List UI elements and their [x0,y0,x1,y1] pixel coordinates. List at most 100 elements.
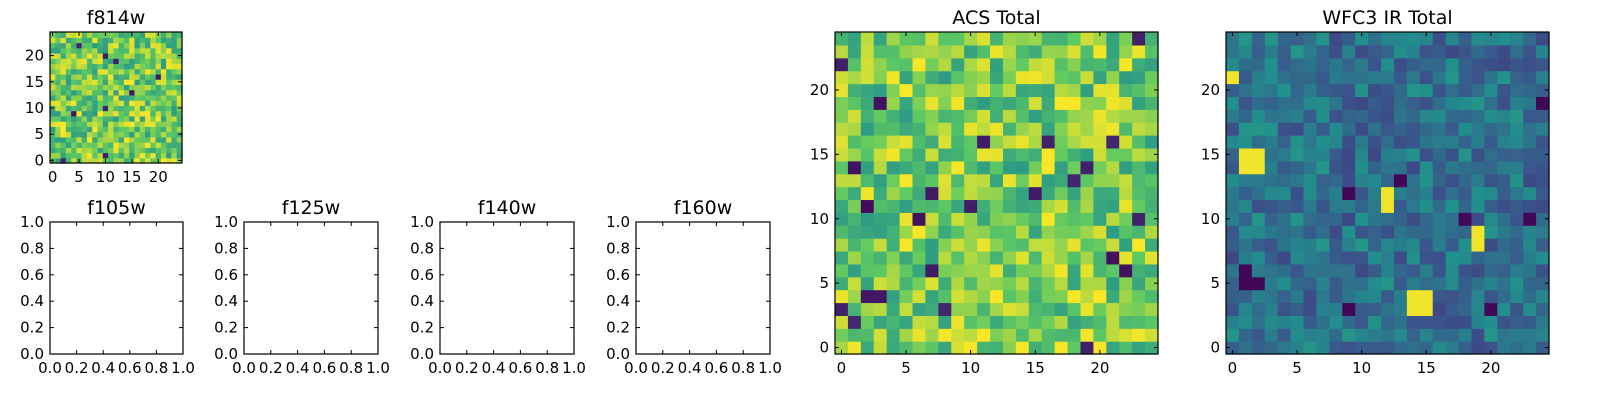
heatmap-cell [1054,276,1069,291]
heatmap-cell [1329,199,1343,213]
heatmap-cell [171,157,178,164]
heatmap-cell [1080,341,1094,355]
heatmap-cell [81,105,88,112]
heatmap-cell [1067,109,1082,123]
heatmap-cell [118,47,125,54]
heatmap-cell [1329,315,1343,329]
heatmap-cell [145,32,151,38]
heatmap-cell [1080,302,1094,316]
heatmap-cell [938,109,952,123]
heatmap-cell [1355,135,1369,149]
heatmap-cell [925,173,939,188]
heatmap-cell [123,79,130,85]
heatmap-cell [1484,302,1498,316]
heatmap-cell [86,100,93,106]
heatmap-cell [1303,250,1318,265]
heatmap-cell [847,225,862,239]
heatmap-cell [129,52,136,59]
heatmap-cell [1015,199,1030,213]
heatmap-cell [1119,70,1133,85]
x-tick-label: 0.0 [624,359,648,377]
heatmap-cell [171,89,178,96]
heatmap-cell [1277,147,1292,162]
heatmap-cell [1316,160,1330,175]
heatmap-cell [1484,57,1498,72]
heatmap-cell [176,63,183,70]
heatmap-cell [1290,225,1305,239]
heatmap-cell [1458,328,1473,342]
heatmap-cell [65,63,72,70]
heatmap-cell [1093,276,1107,291]
heatmap-cell [171,73,178,80]
heatmap-cell [1238,263,1253,278]
heatmap-cell [155,37,162,44]
heatmap-cell [50,94,56,101]
heatmap-cell [1303,212,1318,226]
heatmap-cell [60,37,67,44]
heatmap-cell [155,105,162,112]
heatmap-cell [938,276,952,291]
heatmap-cell [65,89,72,96]
heatmap-cell [1510,44,1524,59]
heatmap-cell [1264,44,1279,59]
heatmap-cell [1028,225,1043,239]
heatmap-cell [860,173,875,188]
heatmap-cell [964,57,978,72]
heatmap-cell [139,79,146,85]
heatmap-cell [925,57,939,72]
heatmap-cell [134,32,141,38]
heatmap-cell [1067,186,1082,201]
y-tick-label: 0.6 [214,266,238,284]
heatmap-cell [1406,122,1421,136]
x-tick-label: 0.8 [535,359,559,377]
heatmap-cell [1419,276,1434,291]
heatmap-cell [1406,212,1421,226]
heatmap-cell [1119,109,1133,123]
heatmap-cell [1432,44,1447,59]
x-tick-label: 15 [1026,359,1045,377]
heatmap-cell [873,315,888,329]
heatmap-cell [925,160,939,175]
heatmap-cell [97,121,104,127]
heatmap-cell [1054,238,1069,252]
heatmap-cell [50,58,56,65]
heatmap-cell [160,52,167,59]
heatmap-cell [71,152,77,159]
heatmap-cell [886,70,901,85]
heatmap-cell [1290,160,1305,175]
heatmap-cell [1381,341,1395,355]
heatmap-cell [1432,186,1447,201]
heatmap-cell [925,328,939,342]
heatmap-cell [1145,212,1159,226]
heatmap-cell [139,157,146,164]
heatmap-cell [1251,199,1266,213]
heatmap-cell [1041,160,1056,175]
heatmap-cell [1432,263,1447,278]
heatmap-cell [873,341,888,355]
y-tick-label: 0 [1210,339,1220,357]
heatmap-cell [145,63,151,70]
heatmap-cell [1238,135,1253,149]
heatmap-cell [139,47,146,54]
heatmap-cell [1238,44,1253,59]
heatmap-cell [886,250,901,265]
heatmap-cell [65,52,72,59]
heatmap-cell [1093,263,1107,278]
heatmap-cell [65,147,72,154]
heatmap-cell [977,109,991,123]
heatmap-cell [925,147,939,162]
heatmap-cell [1419,225,1434,239]
heatmap-cell [108,63,114,70]
heatmap-cell [102,73,109,80]
heatmap-cell [123,126,130,133]
heatmap-cell [1041,289,1056,304]
heatmap-cell [1015,186,1030,201]
heatmap-cell [925,225,939,239]
heatmap-cell [134,142,141,148]
heatmap-cell [1458,109,1473,123]
heatmap-cell [1277,122,1292,136]
heatmap-cell [990,276,1004,291]
heatmap-cell [1432,57,1447,72]
heatmap-cell [1497,199,1511,213]
